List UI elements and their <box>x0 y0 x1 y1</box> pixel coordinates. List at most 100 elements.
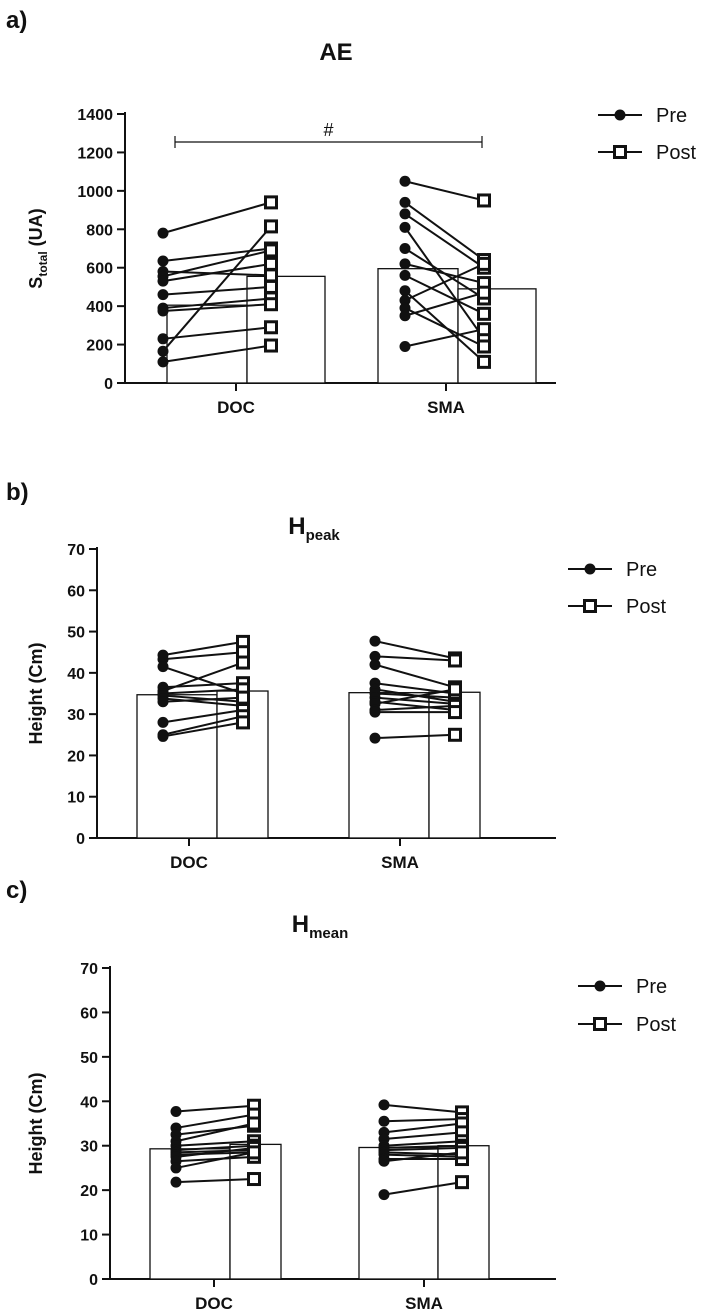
post-point <box>448 653 462 668</box>
y-axis-label-suffix: (UA) <box>26 208 46 251</box>
subject-line <box>404 291 485 317</box>
subject-line <box>374 640 456 660</box>
pre-point <box>157 305 169 317</box>
bar-sma-pre <box>348 692 430 839</box>
pre-point <box>369 732 381 744</box>
subject-line <box>404 262 485 285</box>
y-tick-label: 70 <box>80 961 98 978</box>
post-point <box>264 243 278 258</box>
pre-point <box>399 310 411 322</box>
post-point <box>477 285 491 300</box>
subject-line <box>175 1146 255 1158</box>
subject-line <box>175 1151 255 1156</box>
post-point <box>477 354 491 369</box>
legend-label: Post <box>656 142 696 164</box>
subject-line <box>383 1153 463 1158</box>
pre-point <box>369 659 381 671</box>
chart-panel-b: b) Hpeak Height (Cm) 0 10 20 30 40 50 60 70 DOC SMA P… <box>6 479 666 872</box>
y-tick-label: 200 <box>86 338 113 355</box>
post-point <box>455 1145 469 1160</box>
subject-line <box>175 1149 255 1154</box>
y-axis-label-main: Height (Cm) <box>26 643 46 745</box>
pre-point <box>399 285 411 297</box>
post-point <box>264 268 278 283</box>
subject-line <box>162 249 272 278</box>
post-point <box>448 682 462 697</box>
y-tick-label: 0 <box>76 831 85 848</box>
x-category-label: DOC <box>217 398 255 417</box>
subject-line <box>175 1113 255 1129</box>
subject-line <box>162 721 244 738</box>
y-tick-label: 70 <box>67 542 85 559</box>
subject-line <box>374 700 456 712</box>
subject-line <box>175 1178 255 1184</box>
pre-point <box>170 1106 182 1118</box>
subject-line <box>383 1181 463 1196</box>
post-point <box>264 320 278 335</box>
post-point <box>247 1172 261 1187</box>
legend-label: Pre <box>636 976 667 998</box>
subject-line <box>162 285 272 296</box>
pre-point <box>157 345 169 357</box>
y-tick-label: 1400 <box>77 107 113 124</box>
pre-point <box>157 716 169 728</box>
pre-point <box>399 302 411 314</box>
pre-point <box>157 227 169 239</box>
subject-line <box>404 274 485 315</box>
pre-point <box>369 650 381 662</box>
post-point <box>477 322 491 337</box>
chart-panel-c: c) Hmean Height (Cm) 0 10 20 30 40 50 60 70 DOC SMA P… <box>6 877 676 1313</box>
y-tick-label: 60 <box>67 583 85 600</box>
legend-marker-post <box>613 145 627 159</box>
subject-line <box>162 688 244 695</box>
post-point <box>264 279 278 294</box>
y-tick-label: 20 <box>80 1183 98 1200</box>
significance-marker: # <box>323 120 333 140</box>
pre-point <box>157 333 169 345</box>
chart-title-subscript: mean <box>309 925 348 942</box>
y-tick-label: 10 <box>80 1228 98 1245</box>
subject-line <box>162 715 244 736</box>
post-point <box>264 297 278 312</box>
pre-point <box>399 243 411 254</box>
subject-line <box>162 651 244 661</box>
post-point <box>477 306 491 321</box>
subject-line <box>162 297 272 310</box>
pre-point <box>399 340 411 352</box>
subject-line <box>374 704 456 712</box>
subject-line <box>162 262 272 283</box>
subject-line <box>175 1151 255 1169</box>
x-category-label: DOC <box>195 1294 233 1313</box>
x-category-label: SMA <box>405 1294 443 1313</box>
bar-doc-pre <box>166 304 248 384</box>
pre-point <box>399 221 411 233</box>
subject-line <box>383 1131 463 1141</box>
subject-line <box>175 1122 255 1143</box>
pre-point <box>378 1099 390 1111</box>
legend-label: Pre <box>656 105 687 127</box>
pre-point <box>399 269 411 281</box>
subject-line <box>162 665 244 695</box>
pre-point <box>378 1115 390 1127</box>
subject-line <box>162 640 244 657</box>
y-tick-label: 20 <box>67 748 85 765</box>
pre-point <box>157 275 169 287</box>
subject-line <box>162 694 244 703</box>
pre-point <box>157 696 169 708</box>
chart-title: Hpeak <box>288 513 340 544</box>
post-point <box>448 727 462 742</box>
post-point <box>236 655 250 670</box>
y-tick-label: 0 <box>104 376 113 393</box>
y-tick-label: 400 <box>86 299 113 316</box>
chart-title-main: H <box>292 911 309 938</box>
post-point <box>448 705 462 720</box>
subject-line <box>162 696 244 703</box>
subject-line <box>404 262 485 302</box>
subject-line <box>175 1104 255 1113</box>
post-point <box>455 1175 469 1190</box>
pre-point <box>157 289 169 301</box>
subject-line <box>374 688 456 705</box>
panel-label: a) <box>6 7 27 34</box>
legend-label: Post <box>636 1014 676 1036</box>
post-point <box>264 256 278 271</box>
